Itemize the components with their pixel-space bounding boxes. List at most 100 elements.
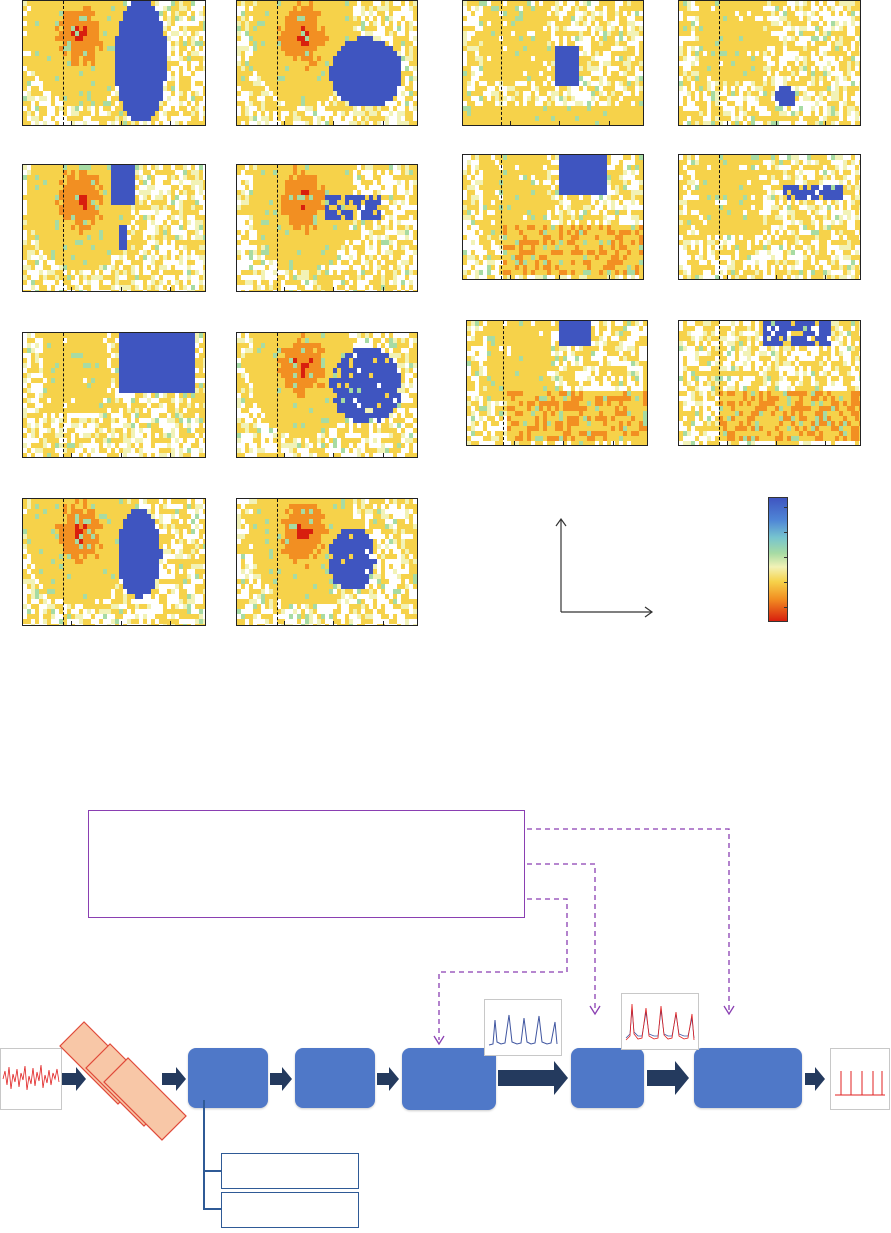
x-tick [333, 287, 334, 291]
dashed-link-1 [527, 828, 730, 1010]
block-4 [571, 1048, 644, 1108]
x-tick [284, 287, 285, 291]
heatmap-cells [23, 333, 205, 457]
arrow-4 [377, 1067, 399, 1091]
x-tick [71, 287, 72, 291]
block-1 [188, 1048, 268, 1108]
onset-marker [719, 1, 720, 125]
onset-marker [277, 1, 278, 125]
heatmap-cells [467, 321, 647, 445]
heatmap-panel-6 [236, 164, 418, 292]
heatmap-panel-4 [678, 0, 861, 126]
heatmap-cells [237, 499, 417, 625]
heatmap-cells [237, 333, 417, 457]
onset-marker [719, 155, 720, 279]
arrow-3 [270, 1067, 292, 1091]
input-signal-plot [2, 1064, 60, 1091]
heatmap-cells [23, 499, 205, 625]
x-tick [170, 121, 171, 125]
x-tick [284, 453, 285, 457]
heatmap-cells [463, 155, 643, 279]
input-signal-trace [2, 1064, 60, 1091]
x-tick [776, 275, 777, 279]
x-tick [559, 121, 560, 125]
x-tick [510, 275, 511, 279]
detection-trace-red [625, 1003, 695, 1041]
x-tick [333, 453, 334, 457]
arrow-1 [62, 1067, 86, 1091]
heatmap-panel-3 [462, 0, 644, 126]
x-tick [333, 121, 334, 125]
colorbar [768, 497, 788, 622]
colorbar-tick [784, 582, 788, 583]
arrow-5 [498, 1061, 568, 1095]
x-tick [825, 441, 826, 445]
connector-vertical [203, 1100, 205, 1209]
connector-h2 [203, 1208, 221, 1210]
x-tick [121, 453, 122, 457]
onset-marker [277, 165, 278, 291]
heatmap-cells [679, 321, 860, 445]
arrow-6 [647, 1061, 689, 1095]
onset-marker [277, 333, 278, 457]
x-tick [284, 121, 285, 125]
heatmap-cells [463, 1, 643, 125]
x-tick [825, 275, 826, 279]
arrow-7 [805, 1067, 825, 1091]
x-tick [727, 121, 728, 125]
heatmap-panel-10 [236, 332, 418, 458]
detection-plot [625, 1003, 695, 1041]
onset-marker [501, 155, 502, 279]
dashed-link-3 [438, 898, 568, 1040]
onset-marker [63, 333, 64, 457]
heatmap-cells [23, 1, 205, 125]
config-box [88, 810, 525, 918]
dashed-link-2 [527, 863, 596, 1010]
x-tick [170, 453, 171, 457]
x-tick [170, 287, 171, 291]
x-tick [776, 121, 777, 125]
detection-thumbnail [621, 993, 699, 1050]
onset-marker [503, 321, 504, 445]
heatmap-panel-8 [678, 154, 861, 280]
colorbar-tick [784, 532, 788, 533]
block-2 [295, 1048, 375, 1108]
envelope-plot [488, 1014, 558, 1046]
x-tick [609, 275, 610, 279]
x-tick [121, 621, 122, 625]
envelope-trace [488, 1014, 558, 1046]
heatmap-cells [237, 1, 417, 125]
onset-marker [63, 165, 64, 291]
output-thumbnail [830, 1048, 890, 1110]
x-tick [563, 441, 564, 445]
preprocess-card-3 [103, 1057, 187, 1141]
x-tick [727, 275, 728, 279]
x-tick [383, 453, 384, 457]
colorbar-tick [784, 507, 788, 508]
onset-marker [63, 1, 64, 125]
x-tick [170, 621, 171, 625]
onset-marker [277, 499, 278, 625]
x-tick [333, 621, 334, 625]
heatmap-panel-5 [22, 164, 206, 292]
heatmap-panel-13 [22, 498, 206, 626]
x-tick [559, 275, 560, 279]
arrow-2 [162, 1067, 186, 1091]
onset-marker [63, 499, 64, 625]
heatmap-panel-11 [466, 320, 648, 446]
output-spikes [835, 1071, 885, 1096]
heatmap-panel-7 [462, 154, 644, 280]
input-signal-thumbnail [0, 1048, 62, 1110]
block-3 [402, 1048, 496, 1110]
x-tick [514, 441, 515, 445]
colorbar-tick [784, 607, 788, 608]
sub-box-1 [221, 1153, 359, 1189]
output-plot [835, 1071, 885, 1096]
heatmap-cells [237, 165, 417, 291]
x-tick [776, 441, 777, 445]
x-tick [510, 121, 511, 125]
